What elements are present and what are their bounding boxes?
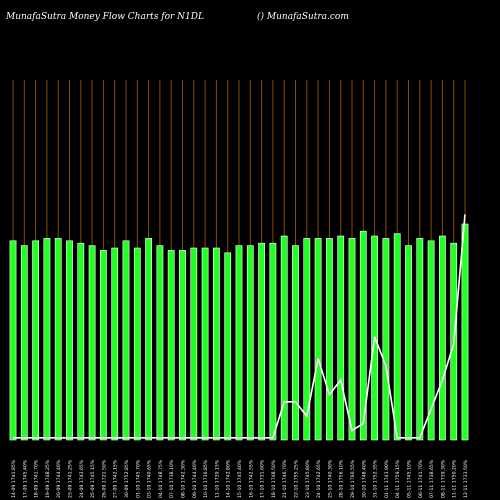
x-tick-label: 24-10 1742.65%: [316, 459, 322, 498]
x-tick-label: 23-09 1741.25%: [68, 459, 74, 498]
x-tick-label: 30-09 1752.85%: [124, 459, 130, 498]
x-tick-label: 07-10 1738.10%: [169, 459, 175, 498]
money-flow-bar: [348, 238, 356, 441]
x-tick-label: 05-11 1745.10%: [407, 459, 413, 498]
x-tick-label: 29-10 1760.55%: [350, 459, 356, 498]
money-flow-bar: [269, 242, 277, 441]
money-flow-bar: [235, 245, 243, 441]
money-flow-bar: [337, 235, 345, 441]
money-flow-bar: [9, 240, 17, 441]
money-flow-bar: [145, 238, 152, 441]
money-flow-bar: [43, 238, 51, 441]
money-flow-bar: [393, 233, 401, 441]
money-flow-line: [13, 214, 466, 439]
x-tick-label: 22-10 1755.25%: [294, 459, 300, 498]
x-tick-label: 03-10 1740.65%: [147, 459, 153, 498]
money-flow-bar: [359, 230, 367, 441]
x-tick-label: 08-10 1742.30%: [181, 459, 187, 498]
money-flow-bar: [314, 238, 322, 441]
money-flow-bar: [179, 250, 186, 441]
money-flow-bar: [224, 252, 232, 441]
x-tick-label: 09-10 1744.40%: [192, 459, 198, 498]
money-flow-bar: [416, 238, 424, 441]
money-flow-bar: [111, 247, 119, 441]
money-flow-bar: [20, 245, 28, 441]
x-tick-label: 12-11 1733.50%: [463, 459, 469, 498]
money-flow-bar: [167, 250, 175, 441]
x-tick-label: 10-10 1736.85%: [203, 459, 209, 498]
x-tick-label: 27-09 1742.15%: [113, 459, 119, 498]
money-flow-bar: [325, 238, 333, 441]
money-flow-bar: [438, 235, 446, 441]
x-tick-label: 23-10 1745.80%: [305, 459, 311, 498]
site-credit: () MunafaSutra.com: [257, 12, 349, 22]
money-flow-bar: [88, 245, 96, 441]
money-flow-bar: [77, 242, 85, 441]
money-flow-bar: [303, 238, 311, 441]
x-tick-label: 26-09 1721.50%: [101, 459, 107, 498]
money-flow-bar: [382, 238, 390, 441]
money-flow-bar: [292, 245, 299, 441]
x-tick-label: 18-09 1741.70%: [34, 459, 40, 498]
money-flow-bar: [156, 245, 164, 441]
money-flow-bar: [280, 235, 288, 441]
x-tick-label: 07-11 1738.65%: [429, 459, 435, 498]
x-tick-label: 20-09 1744.40%: [56, 459, 62, 498]
x-tick-label: 21-10 1746.70%: [282, 459, 288, 498]
x-tick-label: 17-10 1731.60%: [260, 459, 266, 498]
x-tick-label: 11-11 1750.20%: [452, 459, 458, 498]
money-flow-bar: [54, 238, 62, 441]
chart-title: MunafaSutra Money Flow Charts for N1DL: [6, 12, 204, 22]
x-tick-label: 19-09 1748.25%: [45, 459, 51, 498]
x-tick-label: 14-09 1741.85%: [11, 459, 17, 498]
money-flow-bar: [246, 245, 254, 441]
x-tick-label: 04-10 1748.75%: [158, 459, 164, 498]
money-flow-bar: [32, 240, 39, 441]
money-flow-bar: [66, 240, 73, 441]
money-flow-bar: [133, 247, 141, 441]
money-flow-bar: [190, 247, 198, 441]
money-flow-bar: [201, 247, 209, 441]
x-tick-label: 18-10 1748.50%: [271, 459, 277, 498]
x-tick-label: 15-10 1745.40%: [237, 459, 243, 498]
x-tick-label: 06-11 1741.70%: [418, 459, 424, 498]
money-flow-bar: [405, 245, 412, 441]
x-tick-label: 08-11 1739.30%: [440, 459, 446, 498]
x-tick-label: 01-11 1743.90%: [384, 459, 390, 498]
x-tick-label: 01-10 1745.70%: [135, 459, 141, 498]
x-tick-label: 28-10 1756.10%: [339, 459, 345, 498]
money-flow-bar: [461, 223, 469, 441]
x-tick-label: 24-09 1743.65%: [79, 459, 85, 498]
x-tick-label: 14-10 1742.80%: [226, 459, 232, 498]
money-flow-bar: [258, 242, 265, 441]
x-tick-label: 25-09 1745.15%: [90, 459, 96, 498]
x-tick-label: 25-10 1740.30%: [327, 459, 333, 498]
money-flow-bar: [100, 250, 107, 441]
money-flow-bar: [213, 247, 220, 441]
x-tick-label: 04-11 1759.15%: [395, 459, 401, 498]
x-tick-label: 30-10 1748.40%: [361, 459, 367, 498]
x-tick-label: 17-09 1745.40%: [22, 459, 28, 498]
money-flow-bar: [122, 240, 130, 441]
x-tick-label: 16-10 1742.55%: [248, 459, 254, 498]
x-tick-label: 11-10 1739.15%: [214, 459, 220, 498]
x-tick-label: 31-10 1752.35%: [373, 459, 379, 498]
money-flow-bar: [427, 240, 435, 441]
